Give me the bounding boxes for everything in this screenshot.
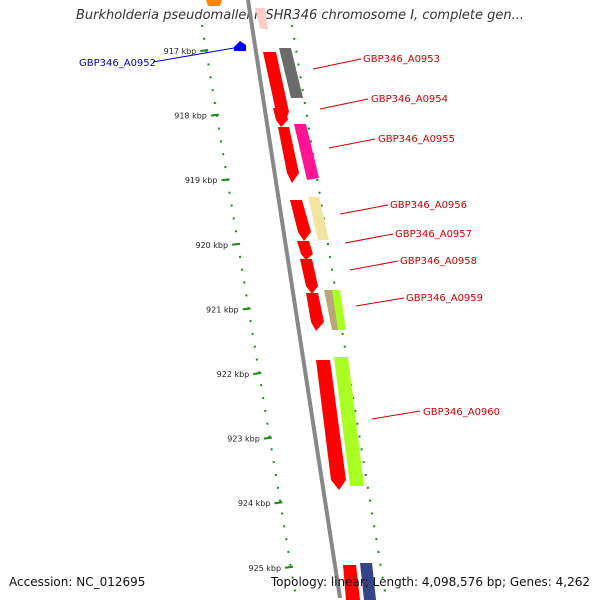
gene-bottom-navy[interactable] — [360, 563, 376, 600]
scale-tick-mark — [200, 49, 209, 52]
scale-tick-label: 923 kbp — [227, 435, 260, 444]
gene-a0952-arrow[interactable] — [234, 41, 246, 51]
gene-a0960-lime[interactable] — [334, 357, 364, 486]
gene-a0953-block[interactable] — [263, 52, 289, 126]
gene-a0956-block[interactable] — [290, 200, 311, 241]
gene-label-a0958[interactable]: GBP346_A0958 — [400, 256, 477, 267]
scale-tick-label: 919 kbp — [185, 176, 218, 185]
leader-a0954 — [319, 98, 369, 110]
scale-tick-label: 920 kbp — [195, 241, 228, 250]
gene-label-a0956[interactable]: GBP346_A0956 — [390, 200, 467, 211]
gene-tracks — [234, 41, 376, 600]
gene-label-a0953[interactable]: GBP346_A0953 — [363, 54, 440, 65]
leader-a0952 — [152, 47, 235, 63]
scale-tick-mark — [284, 565, 294, 569]
scale-tick-mark — [253, 372, 262, 375]
scale-tick-label: 917 kbp — [164, 47, 197, 56]
gene-label-a0954[interactable]: GBP346_A0954 — [371, 94, 448, 105]
leader-a0956 — [339, 204, 389, 215]
gene-a0959-block[interactable] — [306, 293, 324, 331]
scale-tick-mark — [221, 178, 230, 182]
gene-labels: GBP346_A0952 GBP346_A0953 GBP346_A0954 G… — [79, 47, 500, 420]
map-title: Burkholderia pseudomallei MSHR346 chromo… — [75, 8, 525, 23]
gene-a0953-block-shadow[interactable] — [279, 48, 303, 98]
scale-tick-mark — [263, 436, 272, 440]
accession-text: Accession: NC_012695 — [9, 575, 146, 589]
leader-a0953 — [312, 58, 362, 70]
gene-feature-top-orange[interactable] — [206, 0, 222, 6]
gene-a0957-block[interactable] — [297, 241, 313, 260]
genome-summary-text: Topology: linear; Length: 4,098,576 bp; … — [270, 575, 590, 589]
gene-a0954-block[interactable] — [273, 108, 288, 127]
gene-label-a0955[interactable]: GBP346_A0955 — [378, 134, 455, 145]
scale-tick-label: 924 kbp — [238, 499, 271, 508]
gene-label-a0952[interactable]: GBP346_A0952 — [79, 58, 156, 69]
leader-a0959 — [355, 297, 405, 307]
gene-label-a0960[interactable]: GBP346_A0960 — [423, 407, 500, 418]
leader-a0960 — [371, 410, 421, 420]
gene-label-a0957[interactable]: GBP346_A0957 — [395, 229, 472, 240]
scale-tick-label: 922 kbp — [217, 370, 250, 379]
scale-tick-mark — [231, 242, 241, 246]
leader-a0955 — [328, 138, 376, 149]
gene-a0959-lime[interactable] — [332, 290, 346, 330]
gene-feature-top-pink[interactable] — [255, 8, 268, 30]
scale-tick-label: 921 kbp — [206, 305, 239, 314]
gene-label-a0959[interactable]: GBP346_A0959 — [406, 293, 483, 304]
leader-a0957 — [344, 233, 394, 244]
gene-a0956-beige[interactable] — [308, 197, 329, 240]
gene-a0958-block[interactable] — [300, 259, 318, 294]
scale-tick-mark — [210, 113, 219, 117]
scale-tick-mark — [242, 307, 251, 311]
gene-a0960-block[interactable] — [316, 360, 346, 490]
gene-bottom-red[interactable] — [343, 565, 360, 600]
scale-tick-label: 918 kbp — [174, 112, 207, 121]
scale-tick-mark — [274, 501, 283, 505]
leader-a0958 — [349, 260, 399, 271]
gene-a0955-magenta[interactable] — [294, 124, 319, 180]
gene-a0959-olive[interactable] — [324, 290, 340, 330]
scale-tick-label: 925 kbp — [248, 564, 281, 573]
gene-a0955-block[interactable] — [278, 127, 299, 183]
genome-backbone — [246, 0, 342, 599]
scale-ticks: 917 kbp 918 kbp 919 kbp 920 kbp 921 kbp 922 k… — [164, 47, 294, 573]
